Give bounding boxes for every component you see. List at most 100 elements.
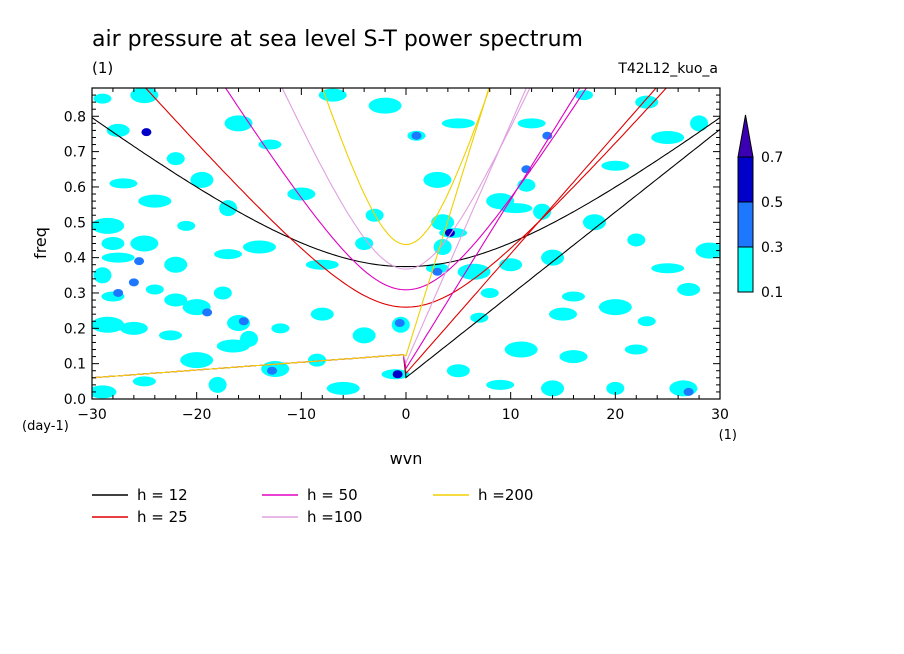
heatmap-patch (521, 165, 532, 174)
heatmap-patch (166, 152, 185, 166)
heatmap-patch (517, 118, 546, 129)
y-unit-label: (day-1) (22, 419, 69, 434)
dispersion-curve (224, 88, 588, 291)
heatmap-patch (113, 288, 124, 297)
heatmap-patch (101, 252, 135, 263)
legend-label: h =200 (478, 486, 533, 504)
axes: −30 −20 −10 0 10 20 30 0.0 0.1 0.2 0.3 0.4 0.5 0.6 0.7… (64, 88, 729, 423)
dispersion-curve (92, 117, 720, 268)
heatmap-patch (242, 240, 276, 254)
heatmap-patch (549, 307, 577, 321)
colorbar-label: 0.7 (761, 150, 783, 166)
colorbar-label: 0.5 (761, 195, 783, 211)
legend-label: h = 12 (137, 486, 188, 504)
heatmap-patch (669, 380, 698, 397)
heatmap-patch (119, 321, 148, 335)
chart-subtitle-right: T42L12_kuo_a (617, 61, 718, 77)
dispersion-curve (281, 88, 531, 270)
heatmap-patch (470, 312, 489, 323)
heatmap-patch (145, 284, 164, 295)
y-tick-label: 0.8 (64, 109, 86, 125)
heatmap-patch (202, 308, 213, 317)
heatmap-patch (267, 366, 278, 375)
legend: h = 12 h = 25 h = 50 h =100 h =200 (92, 486, 533, 526)
y-tick-label: 0.1 (64, 357, 86, 373)
chart-subtitle-left: (1) (92, 59, 113, 77)
heatmap-patch (355, 237, 374, 250)
heatmap-patch (651, 130, 685, 144)
heatmap-patch (499, 258, 523, 272)
y-tick-label: 0.5 (64, 215, 86, 231)
heatmap-patch (106, 123, 130, 137)
heatmap-patch (132, 376, 156, 387)
heatmap-patch (92, 316, 125, 333)
heatmap-patch (219, 200, 238, 217)
heatmap-patch (423, 171, 452, 188)
heatmap-patch (541, 380, 565, 397)
heatmap-patch (431, 214, 455, 231)
heatmap-patch (598, 299, 632, 316)
x-tick-label: 20 (606, 407, 624, 423)
heatmap-patch (533, 203, 552, 220)
heatmap-patch (128, 278, 139, 287)
heatmap-patch (606, 381, 625, 395)
heatmap-patch (164, 293, 188, 307)
heatmap-patch (677, 282, 701, 296)
y-axis-label: freq (31, 227, 50, 259)
heatmap-patch (308, 353, 327, 367)
heatmap-patch (238, 317, 249, 326)
x-tick-label: 30 (711, 407, 729, 423)
heatmap-patch (224, 115, 253, 132)
heatmap-patch (93, 267, 112, 284)
x-tick-label: −20 (182, 407, 212, 423)
colorbar-label: 0.1 (761, 285, 783, 301)
colorbar-label: 0.3 (761, 240, 783, 256)
heatmap-patch (690, 115, 709, 132)
heatmap-patch (561, 291, 585, 302)
heatmap-patch (582, 214, 606, 231)
heatmap-patch (695, 242, 720, 259)
heatmap-patch (635, 95, 659, 109)
colorbar-arrow (737, 114, 754, 158)
x-tick-label: −10 (287, 407, 317, 423)
heatmap-patch (504, 341, 538, 358)
heatmap-patch (287, 187, 316, 201)
heatmap-patch (93, 93, 112, 104)
heatmap-patch (601, 160, 630, 171)
heatmap-patch (624, 344, 648, 355)
heatmap-patches (92, 88, 720, 399)
y-tick-label: 0.7 (64, 145, 86, 161)
heatmap-patch (637, 316, 656, 327)
heatmap-patch (271, 323, 290, 334)
heatmap-patch (394, 319, 405, 328)
heatmap-patch (352, 327, 376, 344)
heatmap-patch (326, 381, 360, 395)
heatmap-patch (101, 237, 125, 250)
heatmap-patch (683, 387, 694, 396)
heatmap-patch (651, 263, 685, 274)
heatmap-patch (446, 364, 470, 378)
legend-label: h =100 (307, 508, 362, 526)
x-axis-label: wvn (390, 449, 423, 468)
heatmap-patch (258, 139, 282, 150)
chart-title: air pressure at sea level S-T power spec… (92, 27, 583, 52)
heatmap-patch (141, 128, 152, 137)
heatmap-patch (177, 220, 196, 231)
heatmap-patch (180, 352, 214, 369)
heatmap-patch (541, 249, 565, 266)
x-tick-label: −30 (77, 407, 107, 423)
colorbar-segment (737, 246, 754, 293)
dispersion-curve (92, 88, 490, 379)
heatmap-patch (559, 350, 588, 364)
heatmap-patch (392, 370, 403, 379)
y-tick-label: 0.3 (64, 286, 86, 302)
colorbar: 0.1 0.3 0.5 0.7 (737, 114, 783, 301)
heatmap-patch (159, 330, 182, 341)
y-tick-label: 0.6 (64, 180, 86, 196)
heatmap-patch (368, 97, 402, 114)
y-tick-label: 0.4 (64, 251, 86, 267)
heatmap-patch (441, 118, 475, 129)
dispersion-curve (321, 88, 491, 246)
heatmap-patch (134, 257, 145, 266)
